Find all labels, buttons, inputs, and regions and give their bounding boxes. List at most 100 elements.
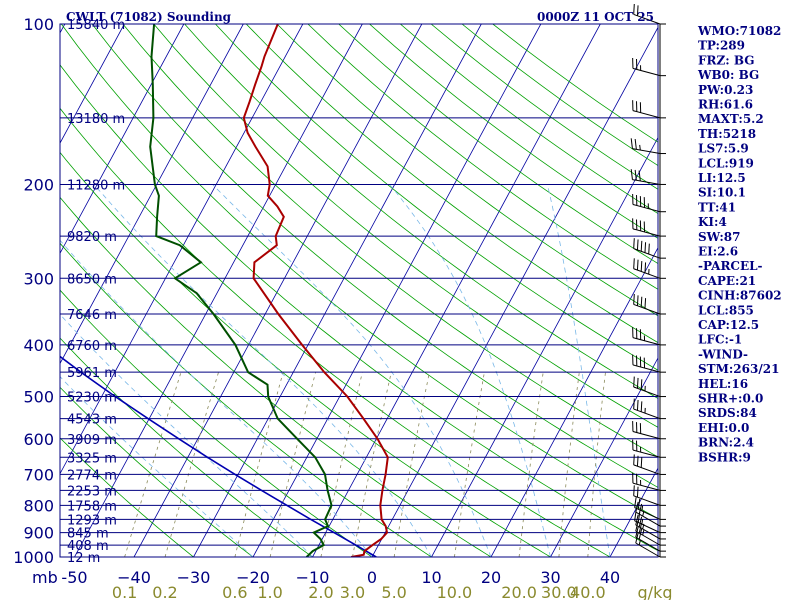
isotherm-line: [312, 24, 601, 557]
pressure-tick-label: 700: [23, 465, 54, 484]
pressure-tick-label: 600: [23, 430, 54, 449]
wind-barb-flag: [634, 497, 637, 508]
wind-barb-flag: [640, 296, 643, 308]
temperature-tick-label: 20: [481, 568, 501, 587]
mixing-ratio-line: [124, 372, 182, 557]
temperature-tick-label: −20: [236, 568, 270, 587]
wind-barb-half-flag: [641, 518, 644, 525]
mixing-ratio-line: [393, 372, 430, 557]
sounding-index: LS7:5.9: [698, 142, 749, 156]
sounding-index: TP:289: [698, 39, 745, 53]
isotherm-line: [74, 24, 363, 557]
mixing-ratio-label: 40.0: [570, 583, 606, 600]
sounding-index: TH:5218: [698, 127, 756, 141]
wind-barb-staff: [633, 495, 661, 506]
mixing-ratio-line: [454, 372, 485, 557]
isotherm-line: [193, 24, 482, 557]
wind-barb: [632, 100, 661, 119]
dry-adiabat-line: [184, 24, 658, 399]
wind-barb-flag: [640, 457, 643, 468]
height-label: 3909 m: [67, 433, 117, 448]
wind-barb-flag: [633, 398, 635, 410]
sounding-index: HEL:16: [698, 377, 748, 391]
sounding-index: EI:2.6: [698, 245, 738, 259]
wind-barb-flag: [633, 238, 635, 249]
wind-barb-flag: [644, 298, 647, 309]
sounding-index: KI:4: [698, 215, 727, 229]
isotherm-line: [60, 24, 125, 144]
wind-barb-flag: [630, 169, 633, 180]
sounding-index: SI:10.1: [698, 186, 746, 200]
height-label: 2774 m: [67, 468, 117, 483]
wind-barb-staff: [633, 268, 661, 279]
isotherm-line: [60, 24, 304, 475]
wind-barb-flag: [640, 379, 643, 390]
mixing-ratio-label: 1.0: [257, 583, 282, 600]
height-label: 2253 m: [67, 484, 117, 499]
pressure-tick-label: 200: [23, 175, 54, 194]
sounding-index: -PARCEL-: [698, 259, 763, 273]
pressure-tick-label: 800: [23, 496, 54, 515]
height-label: 6760 m: [67, 339, 117, 354]
wind-barb-flag: [635, 501, 639, 513]
wind-barb-flag: [636, 5, 639, 16]
sounding-index: EHI:0.0: [698, 421, 749, 435]
wind-barb: [633, 376, 661, 398]
isotherm-line: [60, 24, 185, 255]
wind-barb-staff: [632, 67, 661, 77]
height-label: 1293 m: [67, 513, 117, 528]
wind-barb: [632, 218, 661, 237]
parcel-trace: [60, 355, 377, 557]
sounding-index: CINH:87602: [698, 289, 782, 303]
isotherm-line: [371, 26, 658, 557]
wind-barb-flag: [633, 258, 635, 269]
wind-barb-flag: [636, 377, 639, 389]
plot-frame: [59, 23, 659, 558]
wind-barb-flag: [644, 242, 647, 253]
temperature-tick-label: 40: [600, 568, 620, 587]
dry-adiabat-line: [215, 24, 658, 371]
wind-barb-flag: [637, 498, 641, 510]
wind-barb-staff: [633, 303, 661, 315]
wind-barb-flag: [636, 239, 639, 250]
height-label: 15840 m: [67, 18, 125, 33]
temperature-tick-label: −40: [117, 568, 151, 587]
sounding-index: LCL:919: [698, 156, 754, 170]
wind-barb-half-flag: [638, 539, 641, 546]
mixing-ratio-line: [320, 372, 363, 557]
sounding-index: WMO:71082: [697, 24, 781, 38]
wind-barb: [633, 258, 661, 279]
wind-barb-flag: [633, 293, 635, 305]
height-label: 12 m: [67, 551, 100, 566]
wind-barb-flag: [633, 485, 635, 496]
dry-adiabat-line: [338, 24, 658, 265]
wind-barb-flag: [636, 486, 639, 498]
wind-barb-flag: [640, 261, 643, 272]
height-label: 7646 m: [67, 308, 117, 323]
wind-barb: [632, 327, 661, 346]
wind-barb-staff: [632, 449, 661, 458]
sounding-index: RH:61.6: [698, 98, 753, 112]
wind-barb: [630, 138, 661, 155]
diagram-grid: [0, 24, 658, 557]
wind-barb-staff: [635, 542, 661, 558]
height-label: 11280 m: [67, 178, 125, 193]
sounding-index: PW:0.23: [698, 83, 753, 97]
mixing-ratio-line: [234, 372, 284, 557]
sounding-index: TT:41: [698, 200, 736, 214]
pressure-tick-label: 400: [23, 336, 54, 355]
dry-adiabat-line: [307, 24, 658, 290]
dry-adiabat-line: [60, 64, 658, 552]
wind-barb: [633, 293, 661, 315]
height-label: 4543 m: [67, 413, 117, 428]
pressure-tick-label: 900: [23, 524, 54, 543]
sounding-index: LFC:-1: [698, 333, 742, 347]
isotherm-line: [0, 24, 5, 557]
mixing-ratio-label: 5.0: [381, 583, 406, 600]
wind-barb-staff: [632, 110, 661, 119]
sounding-index: BSHR:9: [698, 450, 751, 464]
wind-barb-flag: [638, 170, 641, 182]
mixing-ratio-label: 30.0: [541, 583, 577, 600]
